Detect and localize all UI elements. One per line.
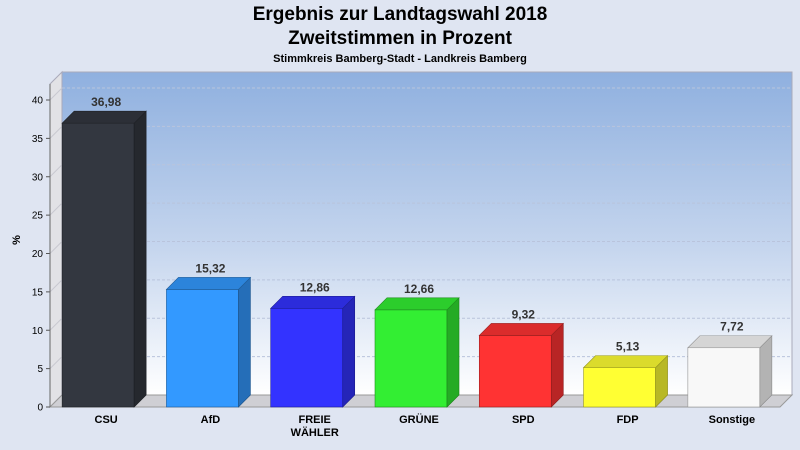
x-tick-label: AfD	[201, 414, 221, 426]
bar	[270, 307, 344, 408]
y-tick-label: 5	[37, 364, 43, 375]
bar	[61, 122, 135, 408]
gridline-side	[49, 87, 63, 101]
bar	[687, 347, 761, 408]
chart-subtitle: Stimmkreis Bamberg-Stadt - Landkreis Bam…	[273, 53, 527, 65]
gridline-side	[49, 126, 63, 139]
bar-top	[269, 295, 356, 309]
gridline-side	[49, 202, 63, 216]
y-tick-label: 35	[32, 134, 44, 145]
y-tick-label: 20	[32, 249, 44, 260]
bar	[478, 335, 552, 408]
y-tick-label: 30	[32, 172, 44, 183]
data-label: 36,98	[91, 95, 121, 109]
gridline-side	[49, 356, 63, 369]
data-label: 12,66	[404, 282, 434, 296]
bar-top	[165, 277, 252, 290]
chart-title-line2: Zweitstimmen in Prozent	[288, 28, 512, 49]
bar-side	[446, 297, 460, 408]
y-tick-label: 10	[32, 326, 44, 337]
chart-side-wall	[49, 70, 63, 409]
x-tick-label: Sonstige	[709, 414, 755, 426]
bar-top	[582, 355, 669, 368]
gridline-side	[49, 164, 63, 178]
bar-top	[61, 110, 147, 124]
data-label: 7,72	[720, 320, 744, 334]
bar	[583, 367, 656, 408]
chart-title: Ergebnis zur Landtagswahl 2018	[252, 4, 548, 25]
x-tick-label: SPD	[512, 414, 535, 426]
y-axis-label: %	[11, 235, 23, 245]
data-label: 12,86	[300, 280, 330, 294]
x-tick-label: GRÜNE	[399, 413, 439, 426]
bar	[166, 289, 239, 408]
gridline-side	[49, 317, 63, 331]
bar-side	[550, 322, 564, 408]
bar-side	[759, 335, 773, 408]
data-label: 9,32	[512, 307, 536, 321]
x-tick-label: CSU	[95, 414, 118, 426]
gridline-side	[49, 241, 63, 254]
bar-top	[374, 297, 460, 311]
x-tick-label: FREIE WÄHLER	[291, 414, 339, 439]
bar-top	[478, 323, 565, 336]
data-label: 15,32	[195, 261, 225, 275]
gridline-side	[49, 279, 63, 293]
y-tick-label: 0	[37, 403, 43, 414]
y-tick-label: 40	[32, 96, 44, 107]
y-tick-label: 25	[32, 211, 44, 222]
y-tick-label: 15	[32, 287, 44, 298]
data-label: 5,13	[616, 340, 640, 354]
bar-top	[687, 335, 773, 349]
bar-side	[238, 276, 251, 408]
bar-side	[133, 110, 147, 408]
bar-side	[342, 295, 356, 408]
bar	[374, 309, 448, 408]
x-tick-label: FDP	[617, 414, 639, 426]
